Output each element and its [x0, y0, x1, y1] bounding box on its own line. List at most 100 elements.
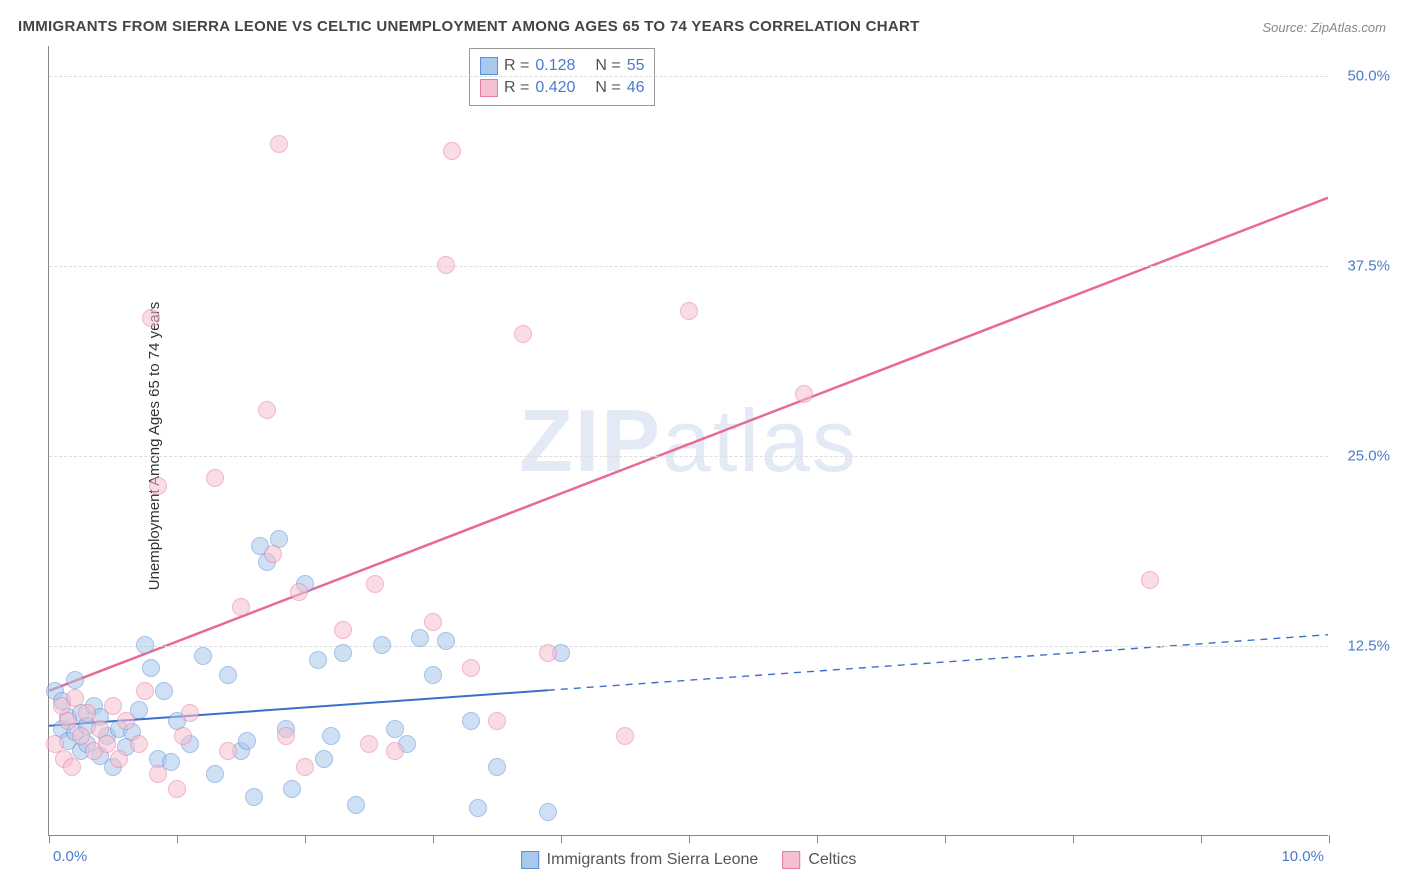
scatter-point — [443, 142, 461, 160]
gridline — [49, 456, 1328, 457]
gridline — [49, 76, 1328, 77]
scatter-point — [296, 758, 314, 776]
scatter-point — [264, 545, 282, 563]
x-tick — [1201, 835, 1202, 843]
scatter-point — [142, 309, 160, 327]
y-tick-label: 25.0% — [1347, 448, 1390, 465]
scatter-point — [63, 758, 81, 776]
scatter-point — [66, 689, 84, 707]
scatter-point — [232, 598, 250, 616]
x-tick — [1073, 835, 1074, 843]
x-tick-label: 0.0% — [53, 848, 87, 865]
legend-r-value: 0.420 — [535, 79, 589, 97]
legend-swatch — [782, 851, 800, 869]
scatter-point — [270, 135, 288, 153]
scatter-point — [155, 682, 173, 700]
x-tick — [433, 835, 434, 843]
scatter-point — [411, 629, 429, 647]
legend-swatch — [480, 57, 498, 75]
scatter-point — [168, 780, 186, 798]
legend-item: Immigrants from Sierra Leone — [521, 851, 759, 869]
scatter-point — [347, 796, 365, 814]
scatter-point — [386, 742, 404, 760]
x-tick — [817, 835, 818, 843]
scatter-point — [66, 671, 84, 689]
scatter-point — [104, 697, 122, 715]
trend-lines-svg — [49, 46, 1328, 835]
trend-line — [49, 198, 1328, 691]
x-tick — [561, 835, 562, 843]
scatter-point — [238, 732, 256, 750]
watermark-rest: atlas — [662, 391, 858, 490]
chart-title: IMMIGRANTS FROM SIERRA LEONE VS CELTIC U… — [18, 18, 920, 35]
legend-r-label: R = — [504, 57, 529, 75]
scatter-point — [334, 621, 352, 639]
plot-area: ZIPatlas R =0.128N =55R =0.420N =46 Immi… — [48, 46, 1328, 836]
legend-swatch — [480, 79, 498, 97]
scatter-point — [78, 704, 96, 722]
legend-n-value: 46 — [627, 79, 645, 97]
scatter-point — [462, 712, 480, 730]
scatter-point — [424, 613, 442, 631]
legend-n-label: N = — [595, 57, 620, 75]
gridline — [49, 646, 1328, 647]
scatter-point — [366, 575, 384, 593]
x-tick — [1329, 835, 1330, 843]
legend-label: Celtics — [808, 851, 856, 869]
x-tick — [177, 835, 178, 843]
scatter-point — [469, 799, 487, 817]
scatter-point — [373, 636, 391, 654]
y-tick-label: 12.5% — [1347, 638, 1390, 655]
scatter-point — [98, 735, 116, 753]
legend-item: Celtics — [782, 851, 856, 869]
x-tick — [689, 835, 690, 843]
x-tick — [49, 835, 50, 843]
scatter-point — [194, 647, 212, 665]
scatter-point — [680, 302, 698, 320]
scatter-point — [283, 780, 301, 798]
scatter-point — [130, 735, 148, 753]
scatter-point — [117, 712, 135, 730]
legend-label: Immigrants from Sierra Leone — [547, 851, 759, 869]
scatter-point — [309, 651, 327, 669]
scatter-point — [149, 477, 167, 495]
source-prefix: Source: — [1262, 20, 1310, 35]
scatter-point — [462, 659, 480, 677]
scatter-point — [245, 788, 263, 806]
scatter-point — [539, 644, 557, 662]
scatter-point — [59, 712, 77, 730]
scatter-point — [334, 644, 352, 662]
scatter-point — [206, 469, 224, 487]
scatter-point — [488, 758, 506, 776]
scatter-point — [110, 750, 128, 768]
scatter-point — [514, 325, 532, 343]
scatter-point — [437, 632, 455, 650]
gridline — [49, 266, 1328, 267]
legend-series: Immigrants from Sierra Leone Celtics — [521, 851, 857, 869]
legend-swatch — [521, 851, 539, 869]
scatter-point — [795, 385, 813, 403]
scatter-point — [219, 666, 237, 684]
watermark-bold: ZIP — [519, 391, 662, 490]
scatter-point — [149, 765, 167, 783]
watermark: ZIPatlas — [519, 390, 858, 492]
scatter-point — [174, 727, 192, 745]
scatter-point — [142, 659, 160, 677]
scatter-point — [437, 256, 455, 274]
scatter-point — [136, 636, 154, 654]
scatter-point — [322, 727, 340, 745]
scatter-point — [360, 735, 378, 753]
scatter-point — [386, 720, 404, 738]
scatter-point — [315, 750, 333, 768]
scatter-point — [72, 727, 90, 745]
scatter-point — [1141, 571, 1159, 589]
scatter-point — [277, 727, 295, 745]
legend-row: R =0.420N =46 — [480, 77, 644, 99]
trend-line-dashed — [548, 635, 1328, 691]
scatter-point — [290, 583, 308, 601]
y-tick-label: 50.0% — [1347, 68, 1390, 85]
x-tick — [945, 835, 946, 843]
scatter-point — [136, 682, 154, 700]
x-tick-label: 10.0% — [1281, 848, 1324, 865]
scatter-point — [219, 742, 237, 760]
